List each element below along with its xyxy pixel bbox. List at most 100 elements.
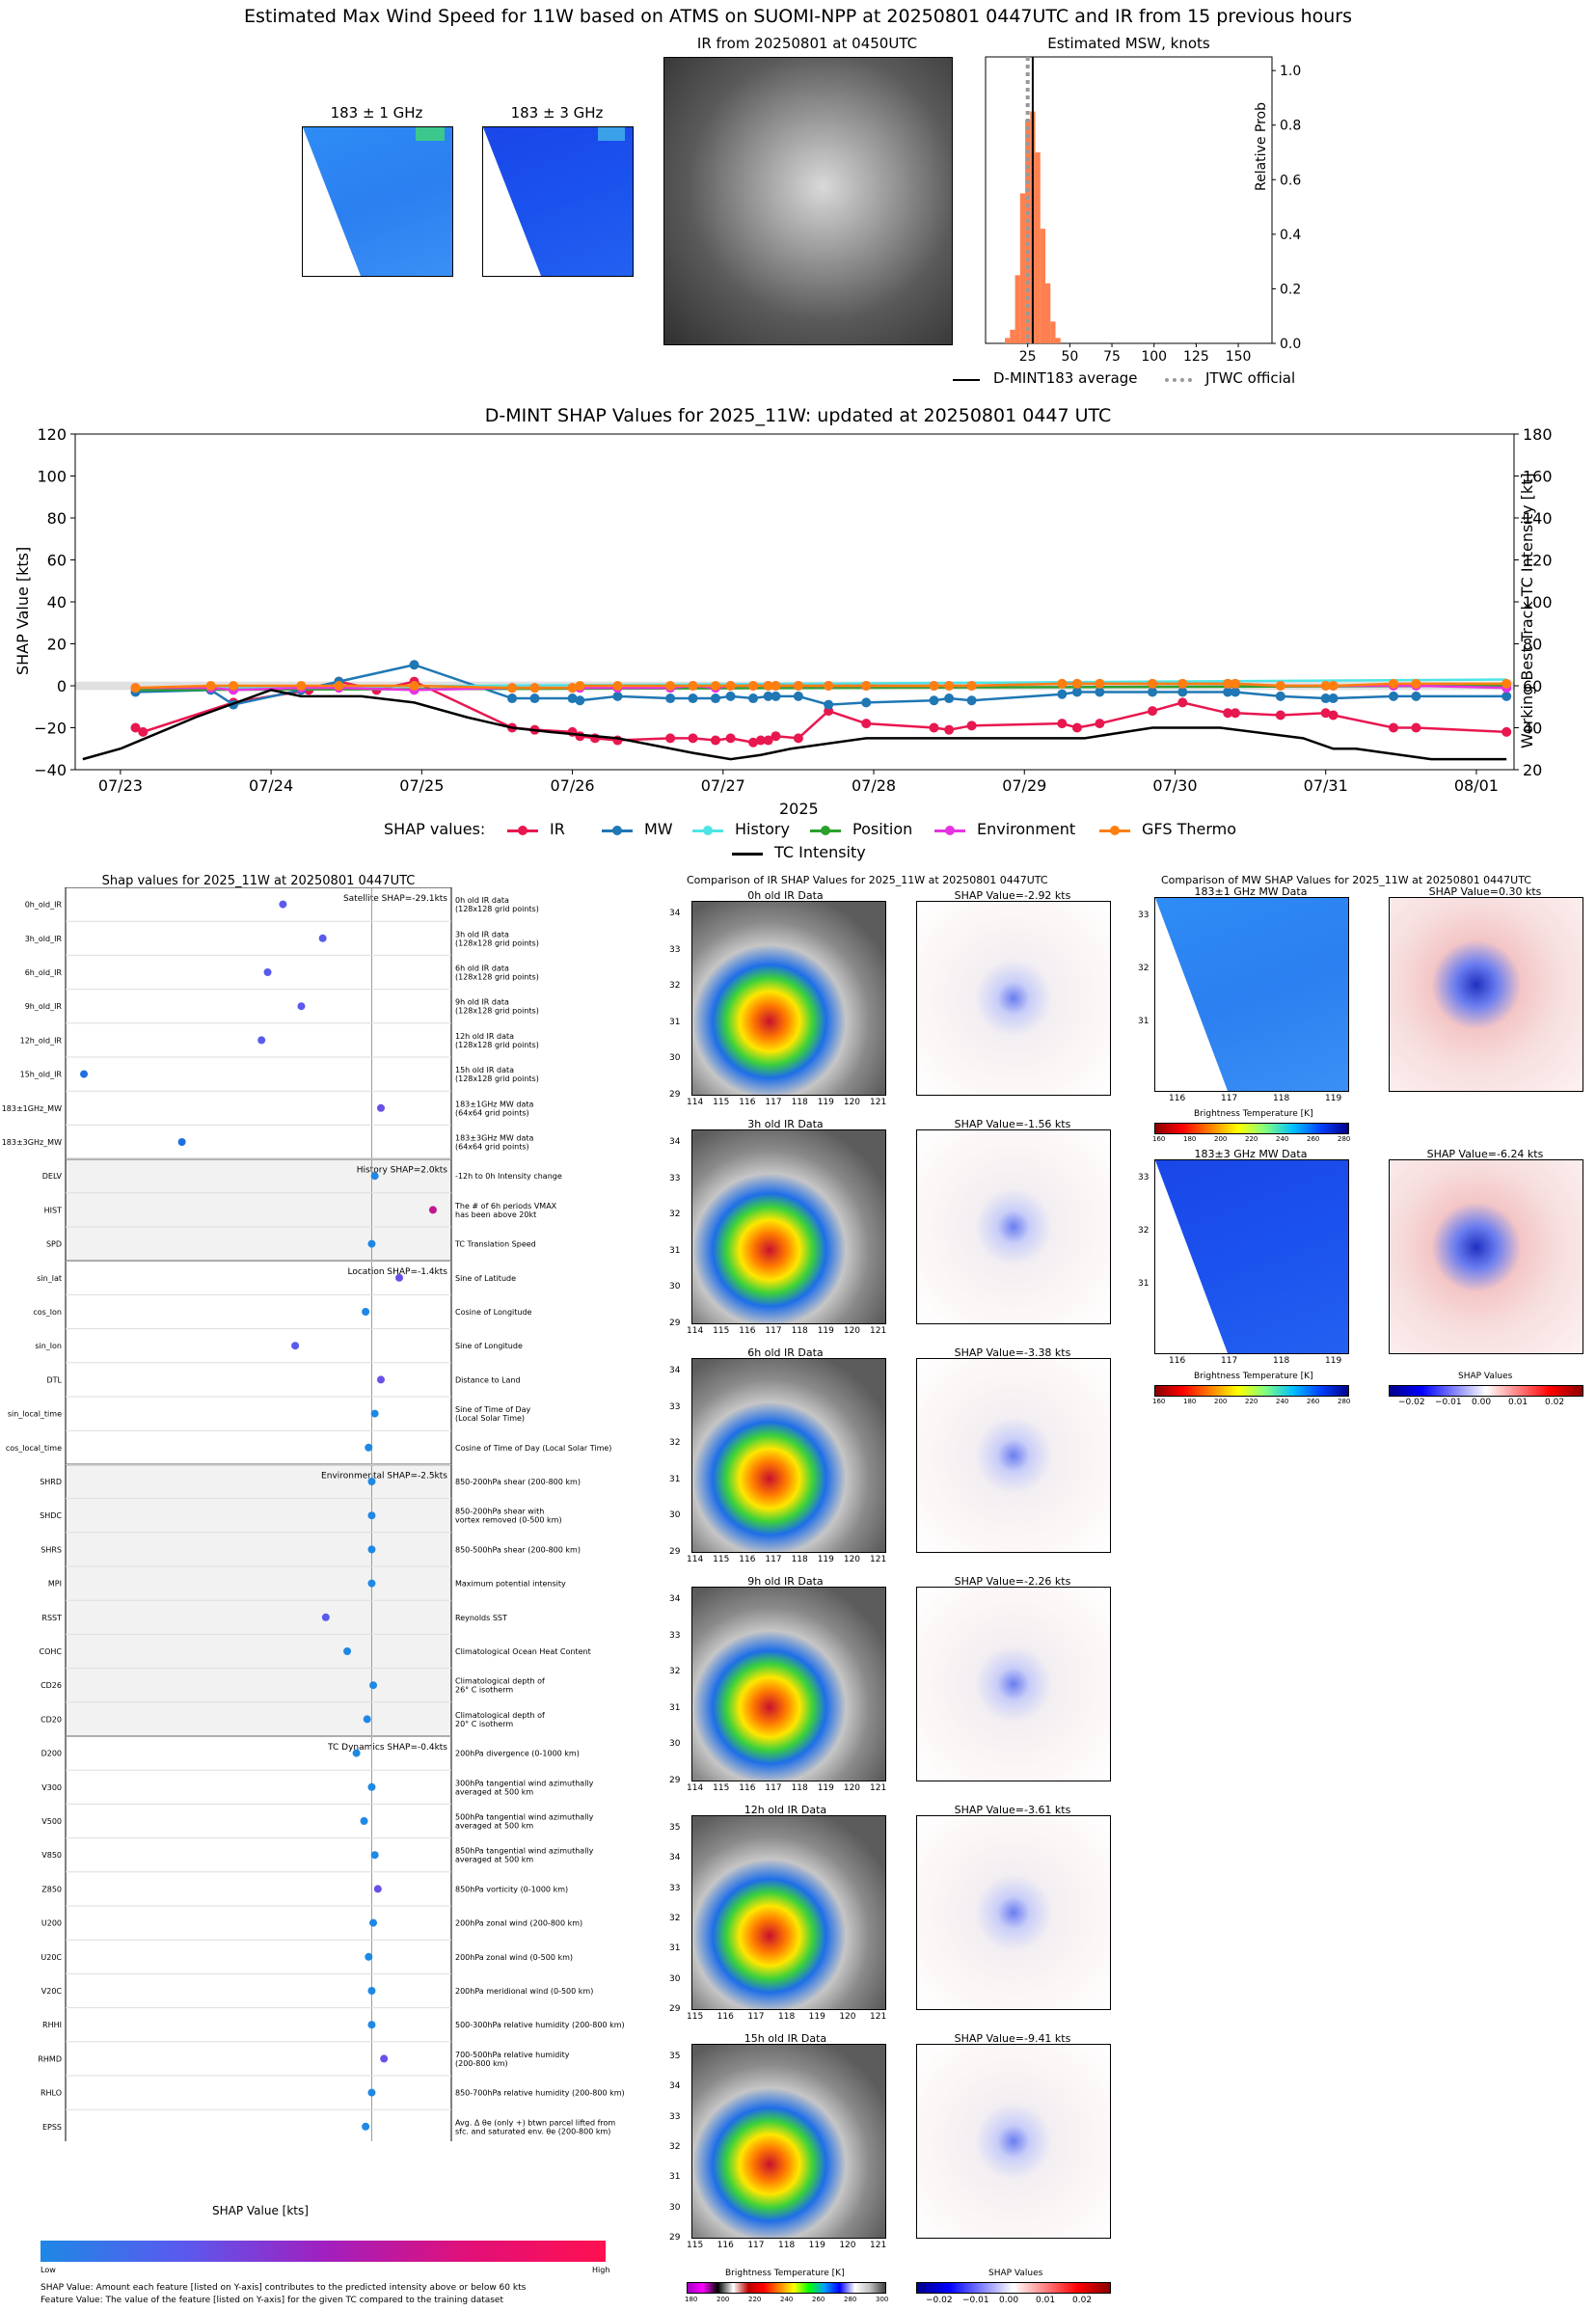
feature-label: SHRS — [41, 1545, 62, 1554]
ts-ytick-right-label: 160 — [1523, 468, 1553, 486]
series-point-ir — [793, 733, 803, 744]
series-point-mw — [665, 693, 676, 704]
series-point-gfs-thermo — [130, 683, 141, 693]
feature-description: Distance to Land — [455, 1375, 521, 1384]
feature-label: RSST — [41, 1614, 62, 1622]
hist-ytick-label: 0.4 — [1280, 228, 1301, 243]
ts-ytick-left-label: −20 — [34, 720, 67, 738]
series-point-gfs-thermo — [929, 681, 939, 691]
hist-bar — [1050, 321, 1056, 343]
series-point-mw — [575, 695, 585, 706]
feature-label: RHHI — [42, 2021, 62, 2029]
mw-bt-tick-label: 160 — [1152, 1135, 1166, 1143]
ir-ytick-label: 31 — [669, 1474, 681, 1484]
series-point-gfs-thermo — [966, 681, 977, 691]
shap-point — [367, 2021, 376, 2029]
ir-xtick-label: 116 — [739, 1555, 756, 1564]
series-point-gfs-thermo — [529, 683, 540, 693]
ir-xtick-label: 119 — [817, 1783, 834, 1793]
mw-shap-image — [1389, 1159, 1583, 1354]
series-point-mw — [1389, 691, 1399, 701]
series-point-gfs-thermo — [1230, 678, 1240, 689]
feature-description: TC Translation Speed — [454, 1240, 536, 1249]
ir-data-image — [691, 1587, 886, 1781]
feature-description: averaged at 500 km — [455, 1787, 533, 1796]
series-point-gfs-thermo — [1071, 678, 1082, 689]
feature-description: 0h old IR data — [455, 896, 509, 905]
mw-bt-tick-label: 160 — [1152, 1398, 1166, 1405]
ir-xtick-label: 119 — [808, 2012, 825, 2022]
shap-point — [363, 1715, 371, 1724]
ir-shap-tick-label: 0.02 — [1072, 2296, 1093, 2305]
mw-shap-colorbar — [1389, 1385, 1583, 1397]
feature-description: 850-200hPa shear (200-800 km) — [455, 1478, 581, 1486]
ts-ytick-right-label: 80 — [1523, 636, 1542, 654]
ir-ytick-label: 33 — [669, 944, 681, 955]
feature-description: The # of 6h periods VMAX — [454, 1202, 557, 1210]
mw-xtick-label: 119 — [1325, 1094, 1342, 1103]
feature-label: 9h_old_IR — [25, 1002, 63, 1011]
mw-data-image — [1154, 1159, 1349, 1354]
series-point-ir — [763, 735, 773, 746]
shap-point — [343, 1647, 352, 1655]
hist-ytick-label: 0.0 — [1280, 337, 1301, 352]
mw-shap-tick-label: −0.02 — [1398, 1398, 1425, 1407]
feature-label: 183±1GHz_MW — [2, 1104, 62, 1113]
ir-data-image — [691, 1358, 886, 1553]
ir-image — [663, 57, 953, 345]
series-point-gfs-thermo — [1275, 681, 1285, 691]
feature-description: 500hPa tangential wind azimuthally — [455, 1813, 594, 1822]
feature-label: MPI — [48, 1580, 62, 1589]
feature-label: U20C — [41, 1953, 62, 1962]
mw-compare-title: Comparison of MW SHAP Values for 2025_11… — [1161, 874, 1531, 886]
ir-ytick-label: 33 — [669, 1883, 681, 1893]
series-point-gfs-thermo — [748, 681, 759, 691]
series-point-mw — [1411, 691, 1421, 701]
series-point-ir — [1275, 710, 1285, 720]
feature-description: (128x128 grid points) — [455, 973, 539, 982]
mw-data-title: 183±1 GHz MW Data — [1194, 885, 1308, 898]
hist-bar — [1025, 120, 1031, 343]
series-point-mw — [612, 691, 623, 701]
ts-ytick-right-label: 20 — [1523, 761, 1542, 779]
ir-ytick-label: 34 — [669, 1366, 681, 1375]
ir-shap-image — [916, 1129, 1111, 1324]
ir-ytick-label: 29 — [669, 2004, 681, 2014]
feature-label: 12h_old_IR — [20, 1036, 63, 1045]
series-point-gfs-thermo — [725, 681, 736, 691]
hist-bar — [1055, 338, 1061, 343]
ts-xtick-label: 07/29 — [1002, 776, 1046, 795]
feature-description: Sine of Time of Day — [455, 1405, 531, 1414]
series-point-gfs-thermo — [763, 681, 773, 691]
series-point-gfs-thermo — [334, 681, 344, 691]
series-point-mw — [710, 693, 720, 704]
series-point-mw — [748, 693, 759, 704]
group-label: Environmental SHAP=-2.5kts — [321, 1471, 447, 1481]
ts-xtick-label: 08/01 — [1454, 776, 1499, 795]
mw-xtick-label: 117 — [1221, 1356, 1238, 1366]
feature-description: 500-300hPa relative humidity (200-800 km… — [455, 2021, 625, 2029]
feature-description: Avg. Δ θe (only +) btwn parcel lifted fr… — [455, 2118, 615, 2127]
feature-description: Cosine of Time of Day (Local Solar Time) — [455, 1444, 611, 1453]
ir-shap-title: SHAP Value=-1.56 kts — [954, 1118, 1071, 1130]
ir-shap-colorbar — [916, 2282, 1111, 2294]
shap-point — [373, 1885, 382, 1893]
ir-ytick-label: 31 — [669, 1702, 681, 1713]
ir-ytick-label: 35 — [669, 1823, 681, 1833]
ir-shap-tick-label: 0.01 — [1036, 2296, 1056, 2305]
shap-timeseries-chart: 120 100 80 60 40 20 0 −20 −40 180 160 140 120 100 80 60… — [34, 425, 1553, 795]
ir-xtick-label: 114 — [687, 1098, 704, 1107]
series-point-mw — [1223, 687, 1233, 697]
ir-ytick-label: 29 — [669, 1090, 681, 1100]
ts-legend: SHAP values: IR MW History Position Envi… — [384, 818, 1252, 866]
series-point-ir — [966, 720, 977, 731]
mw-shap-tick-label: 0.01 — [1508, 1398, 1528, 1407]
ts-xtick-label: 07/27 — [701, 776, 745, 795]
feature-description: averaged at 500 km — [455, 1822, 533, 1831]
hist-xtick-label: 100 — [1141, 349, 1167, 365]
mw-bt-tick-label: 220 — [1245, 1398, 1258, 1405]
shap-point — [367, 1579, 376, 1588]
feature-description: (200-800 km) — [455, 2059, 508, 2068]
series-point-mw — [1095, 687, 1105, 697]
ir-xtick-label: 120 — [843, 1326, 861, 1336]
